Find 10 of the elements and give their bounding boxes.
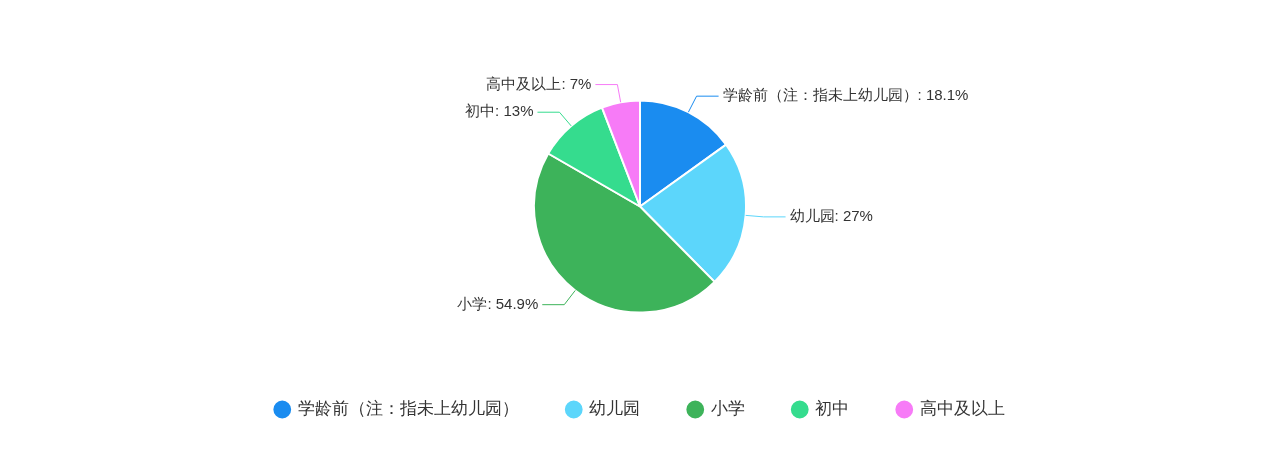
- legend-label: 幼儿园: [589, 399, 641, 419]
- legend-label: 初中: [815, 399, 850, 419]
- data-label: 小学: 54.9%: [457, 294, 539, 312]
- legend-label: 小学: [710, 399, 745, 419]
- legend-label: 高中及以上: [919, 399, 1005, 419]
- data-label: 学龄前（注：指未上幼儿园）: 18.1%: [722, 86, 969, 104]
- data-label: 高中及以上: 7%: [486, 74, 592, 92]
- legend-label: 学龄前（注：指未上幼儿园）: [297, 399, 519, 419]
- data-label: 初中: 13%: [465, 102, 534, 120]
- data-label: 幼儿园: 27%: [789, 207, 873, 225]
